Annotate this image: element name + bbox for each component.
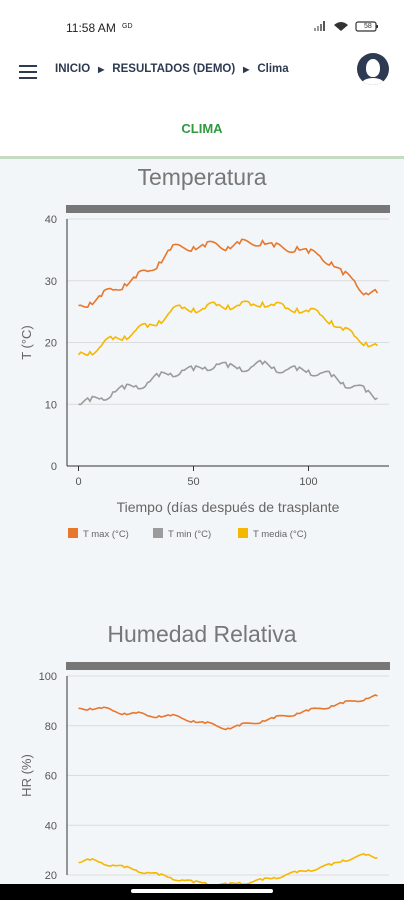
breadcrumb-inicio[interactable]: INICIO (55, 63, 91, 75)
caret-right-icon: ▶ (243, 65, 250, 74)
y-tick-label: 10 (45, 399, 57, 411)
home-indicator[interactable] (131, 889, 273, 893)
x-tick-label: 0 (75, 476, 81, 488)
series-line-1 (78, 853, 378, 886)
status-time: 11:58 AM (66, 21, 116, 35)
y-axis-label: T (°C) (19, 325, 34, 360)
tab-bar: CLIMA (0, 100, 404, 159)
chart-header-bar (66, 662, 390, 670)
series-line-1 (78, 359, 378, 406)
signal-wifi-battery-icon (312, 20, 382, 35)
chart-title-humedad: Humedad Relativa (107, 621, 297, 647)
status-badge: GD (122, 23, 133, 30)
chart-header-bar (66, 205, 390, 213)
hamburger-menu-icon[interactable] (19, 65, 37, 79)
y-tick-label: 30 (45, 276, 57, 288)
x-axis-label: Tiempo (días después de trasplante (117, 499, 340, 515)
legend-entry: T media (°C) (253, 529, 307, 540)
breadcrumb-resultados[interactable]: RESULTADOS (DEMO) (112, 63, 236, 75)
legend-swatch (68, 528, 78, 538)
breadcrumb-clima: Clima (257, 63, 289, 75)
y-tick-label: 80 (45, 721, 57, 733)
y-tick-label: 20 (45, 870, 57, 882)
top-nav: INICIO ▶ RESULTADOS (DEMO) ▶ Clima (0, 48, 404, 100)
series-line-0 (78, 694, 378, 731)
y-tick-label: 0 (51, 461, 57, 473)
x-tick-label: 50 (187, 476, 199, 488)
user-avatar-icon[interactable] (357, 53, 389, 85)
legend-entry: T min (°C) (168, 529, 211, 540)
legend-swatch (153, 528, 163, 538)
y-tick-label: 60 (45, 771, 57, 783)
y-axis-label: HR (%) (19, 754, 34, 797)
legend-entry: T max (°C) (83, 529, 129, 540)
gesture-bar (0, 884, 404, 900)
chart-title-temperatura: Temperatura (137, 164, 267, 190)
humidity-chart: 20 40 60 80 100 HR (%) (19, 662, 390, 886)
x-tick-label: 100 (299, 476, 317, 488)
caret-right-icon: ▶ (98, 65, 105, 74)
breadcrumb: INICIO ▶ RESULTADOS (DEMO) ▶ Clima (55, 63, 289, 75)
series-line-2 (77, 300, 379, 357)
y-tick-label: 40 (45, 214, 57, 226)
temperature-chart: 0 10 20 30 40 0 50 100 Tiempo (días después de t… (19, 205, 390, 540)
y-tick-label: 40 (45, 820, 57, 832)
tab-clima[interactable]: CLIMA (181, 121, 223, 136)
legend-swatch (238, 528, 248, 538)
y-tick-label: 20 (45, 338, 57, 350)
status-bar: 11:58 AM GD 58 (0, 0, 404, 48)
series-line-0 (78, 238, 379, 309)
battery-level: 58 (364, 23, 372, 30)
y-tick-label: 100 (39, 671, 57, 683)
